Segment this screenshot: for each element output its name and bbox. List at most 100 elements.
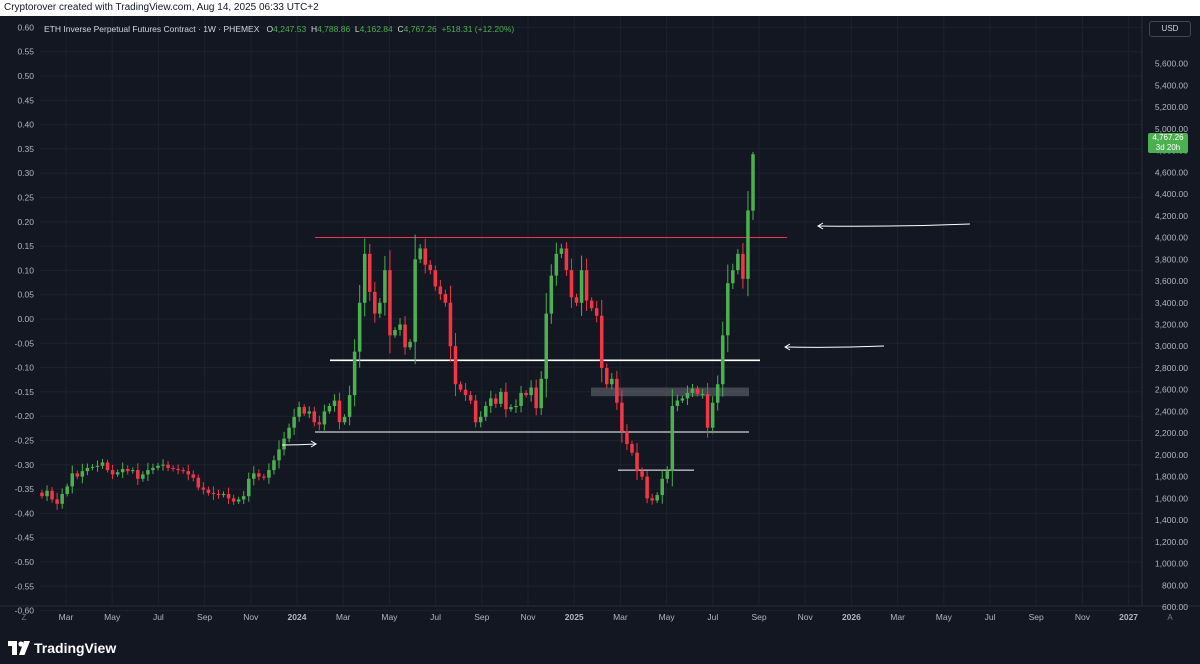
candle-body [352,351,357,396]
candle-body [166,464,170,468]
candle-body [741,253,745,279]
candle-body [695,388,700,395]
candle-body [282,438,286,450]
candle-body [645,476,649,499]
chart-area[interactable]: 0.60 0.55 0.50 0.45 0.40 0.35 0.30 0.25 0.20 0.15… [0,16,1200,632]
candle-body [252,473,256,479]
open-key: O [266,24,274,34]
candle-body [710,402,715,428]
right-axis-tick-label: 2,400.00 [1155,406,1188,416]
candle-body [610,378,614,385]
candle-body [504,391,508,410]
candle-body [675,400,680,406]
candle-body [398,324,402,330]
open-value: 4,247.53 [273,24,307,34]
right-axis-tick-label: 3,400.00 [1155,298,1188,308]
candle-body [458,384,463,390]
candle-body [342,416,347,423]
arrow-resistance [817,223,971,227]
candle-body [151,467,155,471]
symbol-legend: ETH Inverse Perpetual Futures Contract ·… [44,24,514,34]
candle-body [539,378,543,409]
candle-body [373,291,377,314]
right-axis-tick-label: 5,000.00 [1155,124,1188,134]
candle-body [246,478,251,497]
candle-body [524,392,528,396]
candle-body [448,302,453,347]
candle-body [141,474,145,479]
candle-body [201,487,206,490]
candle-body [529,387,533,396]
candle-body [751,154,755,211]
candle-body [715,384,720,403]
left-axis-tick-label: -0.55 [15,581,35,591]
high-value: 4,788.86 [317,24,351,34]
candle-body [312,411,317,423]
right-axis-tick-label: 4,400.00 [1155,189,1188,199]
candle-body [620,402,624,431]
right-axis-tick-label: 3,800.00 [1155,254,1188,264]
candle-body [705,394,710,428]
time-axis-tick-label: Jul [985,612,996,622]
candle-body [362,253,367,303]
tradingview-logo[interactable]: TradingView [8,640,116,656]
right-axis-tick-label: 800.00 [1162,580,1188,590]
tradingview-brand: TradingView [34,640,117,656]
time-axis-tick-label: 2027 [1119,612,1138,622]
candle-body [514,405,518,408]
right-axis-tick-label: 2,200.00 [1155,428,1188,438]
close-value: 4,767.26 [403,24,437,34]
candle-body [736,253,740,271]
auto-scale-button[interactable]: A [1167,613,1173,622]
candle-body [605,367,609,385]
candle-body [665,471,670,479]
arrow-support-head [784,343,791,351]
candle-body [171,467,175,470]
right-axis-tick-label: 3,200.00 [1155,319,1188,329]
candle-body [584,270,589,301]
candle-body [720,335,725,385]
time-axis-tick-label: Nov [1075,612,1091,622]
left-axis-tick-label: 0.00 [17,314,34,324]
zoom-button[interactable]: Z [21,613,27,622]
candle-body [408,341,412,348]
candle-body [670,405,675,472]
candle-body [468,395,473,401]
candle-body [70,473,75,487]
candle-body [418,248,422,260]
candle-body [388,270,392,336]
time-axis-tick-label: Mar [890,612,905,622]
left-axis-tick-label: 0.10 [17,265,34,275]
candle-body [257,473,261,477]
time-axis-tick-label: Nov [243,612,259,622]
candle-body [428,264,433,271]
candle-body [337,400,342,423]
currency-selector[interactable]: USD [1149,21,1191,37]
candle-body [262,476,266,478]
low-key: L [354,24,360,34]
candle-body [368,253,372,292]
candle-body [236,499,241,502]
time-axis-tick-label: May [104,612,121,622]
right-axis-tick-label: 600.00 [1162,602,1188,612]
candle-body [660,478,664,496]
time-axis-tick-label: Mar [59,612,74,622]
right-axis-tick-label: 3,600.00 [1155,276,1188,286]
left-axis-tick-label: -0.40 [15,508,35,518]
candle-body [383,270,387,303]
price-chart[interactable]: 0.60 0.55 0.50 0.45 0.40 0.35 0.30 0.25 0.20 0.15… [0,16,1200,632]
candle-body [292,416,296,428]
right-axis-tick-label: 5,600.00 [1155,59,1188,69]
candle-body [357,302,362,352]
time-axis-tick-label: Nov [798,612,814,622]
candle-body [478,416,483,423]
time-axis-tick-label: Sep [197,612,212,622]
candle-body [65,486,69,494]
candle-body [161,464,165,466]
left-axis-tick-label: 0.20 [17,217,34,227]
right-axis-tick-label: 4,600.00 [1155,167,1188,177]
candle-body [378,302,382,314]
candle-body [307,411,312,414]
candle-body [181,470,185,472]
candle-body [594,308,599,316]
